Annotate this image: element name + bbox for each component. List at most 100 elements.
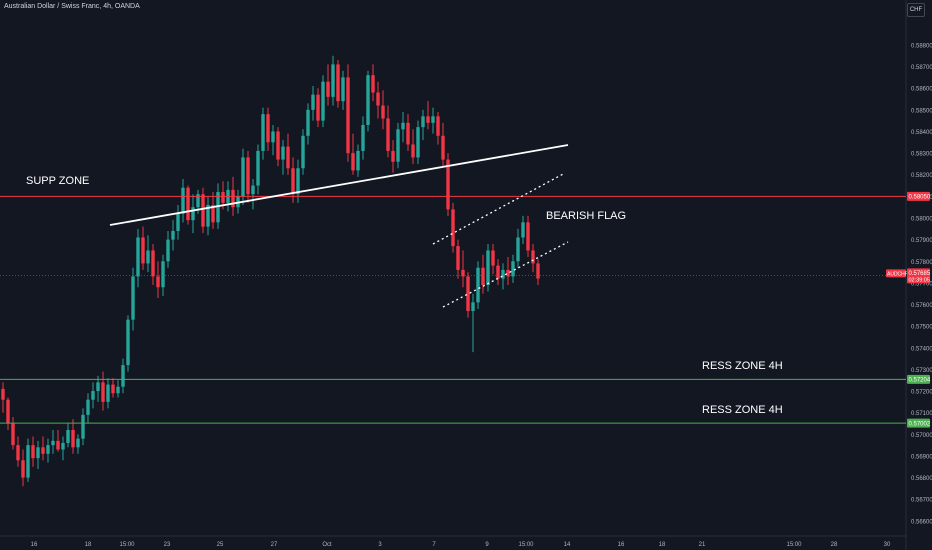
- candle: [456, 239, 460, 279]
- candle: [141, 226, 145, 270]
- candle-body: [11, 423, 15, 446]
- candle-body: [41, 447, 45, 454]
- candle: [366, 70, 370, 132]
- countdown-label: 02:39:05: [909, 277, 930, 283]
- ress-zone-line-upper-badge: [907, 374, 930, 384]
- candle-body: [461, 269, 465, 277]
- time-tick-label: 7: [432, 542, 436, 548]
- candle: [406, 114, 410, 151]
- candle-body: [511, 261, 515, 277]
- candle: [361, 116, 365, 160]
- candle: [516, 228, 520, 268]
- candle: [481, 254, 485, 294]
- candle-body: [346, 77, 350, 154]
- candle: [531, 243, 535, 273]
- price-tick-label: 0.57200: [911, 390, 932, 396]
- ress-zone-line-lower-badge-label: 0.57002: [909, 421, 931, 427]
- candle: [536, 259, 540, 286]
- candle-body: [206, 205, 210, 227]
- candle: [256, 144, 260, 195]
- candle: [246, 150, 250, 203]
- candle-body: [211, 205, 215, 223]
- price-tick-label: 0.58200: [911, 173, 932, 179]
- time-tick-label: 15:00: [786, 542, 802, 548]
- candle-body: [21, 460, 25, 478]
- candle-body: [396, 129, 400, 162]
- candle-body: [181, 187, 185, 214]
- time-tick-label: 30: [884, 542, 891, 548]
- candle-body: [321, 81, 325, 121]
- candle-body: [466, 276, 470, 312]
- candle-body: [81, 414, 85, 439]
- price-tick-label: 0.57900: [911, 238, 932, 244]
- candles-layer: [1, 55, 540, 487]
- candle: [336, 60, 340, 108]
- candle: [61, 436, 65, 461]
- candle-body: [451, 209, 455, 247]
- candle-body: [241, 157, 245, 197]
- candle-body: [476, 267, 480, 303]
- time-tick-label: 15:00: [119, 542, 135, 548]
- candle-body: [296, 168, 300, 195]
- candle-body: [366, 75, 370, 125]
- supp-zone-label: SUPP ZONE: [26, 175, 89, 187]
- candle: [486, 243, 490, 292]
- candle: [371, 64, 375, 102]
- candle-body: [426, 116, 430, 123]
- candle: [111, 378, 115, 398]
- symbol-badge: [886, 269, 906, 278]
- flag-channel-lower[interactable]: [442, 241, 569, 308]
- candle-body: [16, 445, 20, 461]
- candle: [211, 192, 215, 229]
- candle: [271, 124, 275, 156]
- price-tick-label: 0.58600: [911, 87, 932, 93]
- candle-body: [496, 265, 500, 279]
- candle-body: [156, 276, 160, 288]
- currency-button[interactable]: CHF: [907, 3, 925, 17]
- price-axis[interactable]: 0.56600 0.56700 0.56800 0.56900 0.57000 0.571…: [911, 43, 932, 525]
- candle: [26, 438, 30, 482]
- candle-body: [266, 114, 270, 143]
- price-tick-label: 0.57700: [911, 281, 932, 287]
- candle-body: [361, 124, 365, 151]
- candle-body: [516, 237, 520, 262]
- candle: [471, 293, 475, 353]
- trendline[interactable]: [109, 144, 569, 226]
- time-tick-label: 21: [699, 542, 706, 548]
- candle-body: [286, 146, 290, 169]
- candle: [241, 148, 245, 206]
- candle: [261, 107, 265, 160]
- candle-body: [131, 276, 135, 320]
- price-tick-label: 0.58800: [911, 43, 932, 49]
- candle-body: [86, 399, 90, 415]
- candle: [86, 393, 90, 424]
- candle-body: [1, 388, 5, 400]
- candle: [306, 103, 310, 145]
- candle: [276, 127, 280, 167]
- time-tick-label: 18: [659, 542, 666, 548]
- time-tick-label: 14: [564, 542, 571, 548]
- candle-body: [246, 157, 250, 195]
- price-tick-label: 0.58000: [911, 217, 932, 223]
- candle: [526, 215, 530, 257]
- symbol-badge-label: AUDCHF: [887, 271, 908, 277]
- candle-body: [431, 116, 435, 123]
- candle-body: [471, 302, 475, 312]
- candle: [346, 64, 350, 162]
- supp-zone-line-badge-label: 0.58050: [909, 195, 931, 201]
- candle: [416, 120, 420, 164]
- time-tick-label: 16: [618, 542, 625, 548]
- candle-body: [191, 207, 195, 221]
- candle-body: [301, 135, 305, 169]
- candle-body: [351, 153, 355, 171]
- candle: [401, 112, 405, 143]
- candle: [316, 88, 320, 128]
- candle-body: [256, 150, 260, 186]
- time-axis[interactable]: 16 18 15:00 23 25 27 Oct 3 7 9 15:00 14 16 18 21 15:00 2…: [31, 542, 891, 548]
- candle: [476, 261, 480, 309]
- candle: [461, 250, 465, 288]
- candle-body: [111, 384, 115, 394]
- candle: [201, 187, 205, 234]
- time-tick-label: 23: [164, 542, 171, 548]
